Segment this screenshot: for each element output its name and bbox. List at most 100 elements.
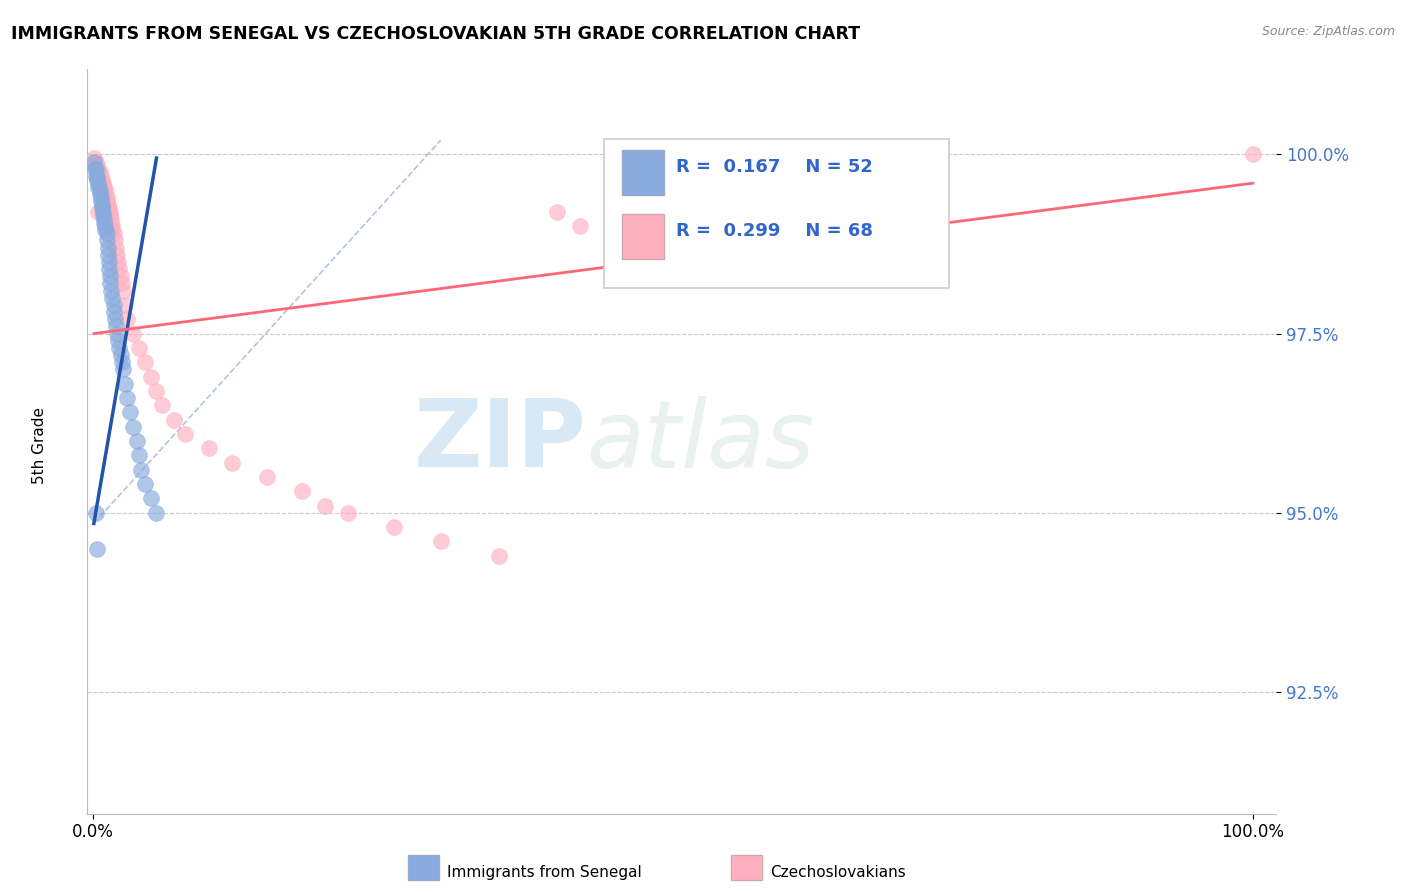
Point (101, 291, 124, 305)
Point (87, 176, 110, 190)
Point (91, 201, 114, 215)
Point (107, 334, 129, 348)
Point (103, 298, 125, 312)
Point (110, 348, 132, 362)
Point (118, 405, 141, 419)
FancyBboxPatch shape (621, 214, 664, 259)
Point (290, 484, 312, 499)
Point (103, 305, 125, 319)
Point (90, 172, 112, 186)
Point (197, 441, 219, 455)
Point (104, 319, 127, 334)
Text: Immigrants from Senegal: Immigrants from Senegal (447, 865, 643, 880)
Point (97, 262, 120, 277)
Point (111, 362, 134, 376)
Point (128, 449, 150, 463)
Text: IMMIGRANTS FROM SENEGAL VS CZECHOSLOVAKIAN 5TH GRADE CORRELATION CHART: IMMIGRANTS FROM SENEGAL VS CZECHOSLOVAKI… (11, 25, 860, 43)
Point (87, 179, 110, 194)
Point (97, 197, 120, 211)
Point (145, 384, 167, 398)
Point (145, 506, 167, 520)
Text: ZIP: ZIP (413, 395, 586, 487)
Point (84, 161, 107, 176)
Point (101, 219, 124, 234)
Point (111, 284, 134, 298)
Point (101, 223, 124, 237)
Point (86, 172, 108, 186)
Point (108, 262, 131, 277)
Point (134, 477, 156, 491)
Point (98, 269, 121, 284)
Point (83, 154, 105, 169)
Point (139, 369, 162, 384)
Point (107, 255, 129, 269)
Point (122, 419, 145, 434)
Point (97, 255, 120, 269)
Text: Czechoslovakians: Czechoslovakians (770, 865, 907, 880)
Point (86, 161, 108, 176)
Point (87, 204, 110, 219)
Text: 5th Grade: 5th Grade (32, 408, 46, 484)
Point (603, 227, 626, 241)
Point (91, 204, 114, 219)
Text: R =  0.167    N = 52: R = 0.167 N = 52 (675, 158, 872, 176)
Point (488, 549, 510, 563)
Point (86, 541, 108, 556)
Point (86, 169, 108, 183)
Point (98, 277, 121, 291)
Point (100, 211, 122, 226)
Point (91, 208, 114, 222)
Point (91, 179, 114, 194)
Point (84, 154, 107, 169)
Point (104, 234, 127, 248)
Point (86, 158, 108, 172)
Point (96, 194, 118, 208)
Point (117, 312, 139, 326)
Point (93, 211, 115, 226)
Point (382, 520, 405, 534)
Point (638, 211, 661, 226)
Point (662, 219, 685, 234)
Point (100, 215, 122, 229)
Point (87, 165, 110, 179)
Point (134, 355, 156, 369)
Point (91, 176, 114, 190)
Point (93, 183, 115, 197)
Point (685, 227, 707, 241)
Point (96, 227, 118, 241)
Point (84, 161, 107, 176)
Point (90, 194, 112, 208)
Point (314, 499, 336, 513)
Point (546, 204, 568, 219)
Point (87, 161, 110, 176)
Point (97, 241, 120, 255)
Point (84, 158, 107, 172)
Point (720, 219, 742, 234)
Point (336, 506, 359, 520)
Point (97, 248, 120, 262)
Point (114, 298, 136, 312)
Point (256, 470, 278, 484)
Point (96, 234, 118, 248)
Point (83, 151, 105, 165)
Point (568, 219, 591, 234)
Point (94, 223, 117, 237)
Point (94, 186, 117, 201)
FancyBboxPatch shape (621, 151, 664, 195)
Point (93, 215, 115, 229)
Point (1241, 147, 1264, 161)
Point (86, 161, 108, 176)
Point (93, 179, 115, 194)
Point (89, 183, 111, 197)
Point (105, 248, 128, 262)
Point (114, 376, 136, 391)
FancyBboxPatch shape (605, 139, 949, 288)
Point (84, 506, 107, 520)
Point (131, 463, 153, 477)
Point (91, 197, 114, 211)
Point (89, 169, 111, 183)
Point (103, 227, 125, 241)
Point (89, 165, 111, 179)
Point (104, 312, 127, 326)
Point (98, 204, 121, 219)
